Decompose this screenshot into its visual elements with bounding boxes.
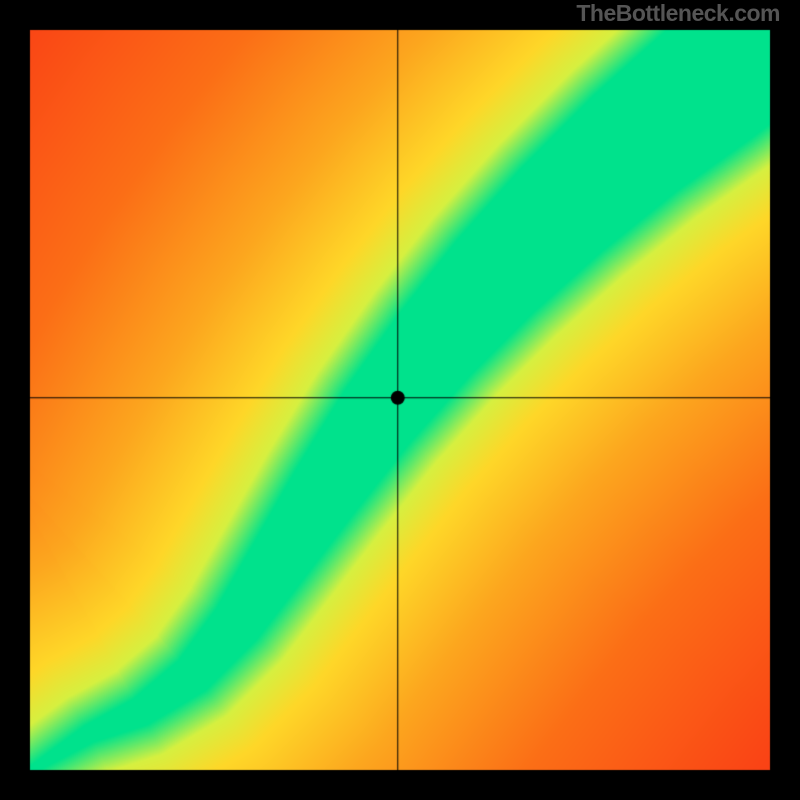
heatmap-canvas (0, 0, 800, 800)
chart-container: TheBottleneck.com (0, 0, 800, 800)
watermark-text: TheBottleneck.com (576, 0, 780, 27)
